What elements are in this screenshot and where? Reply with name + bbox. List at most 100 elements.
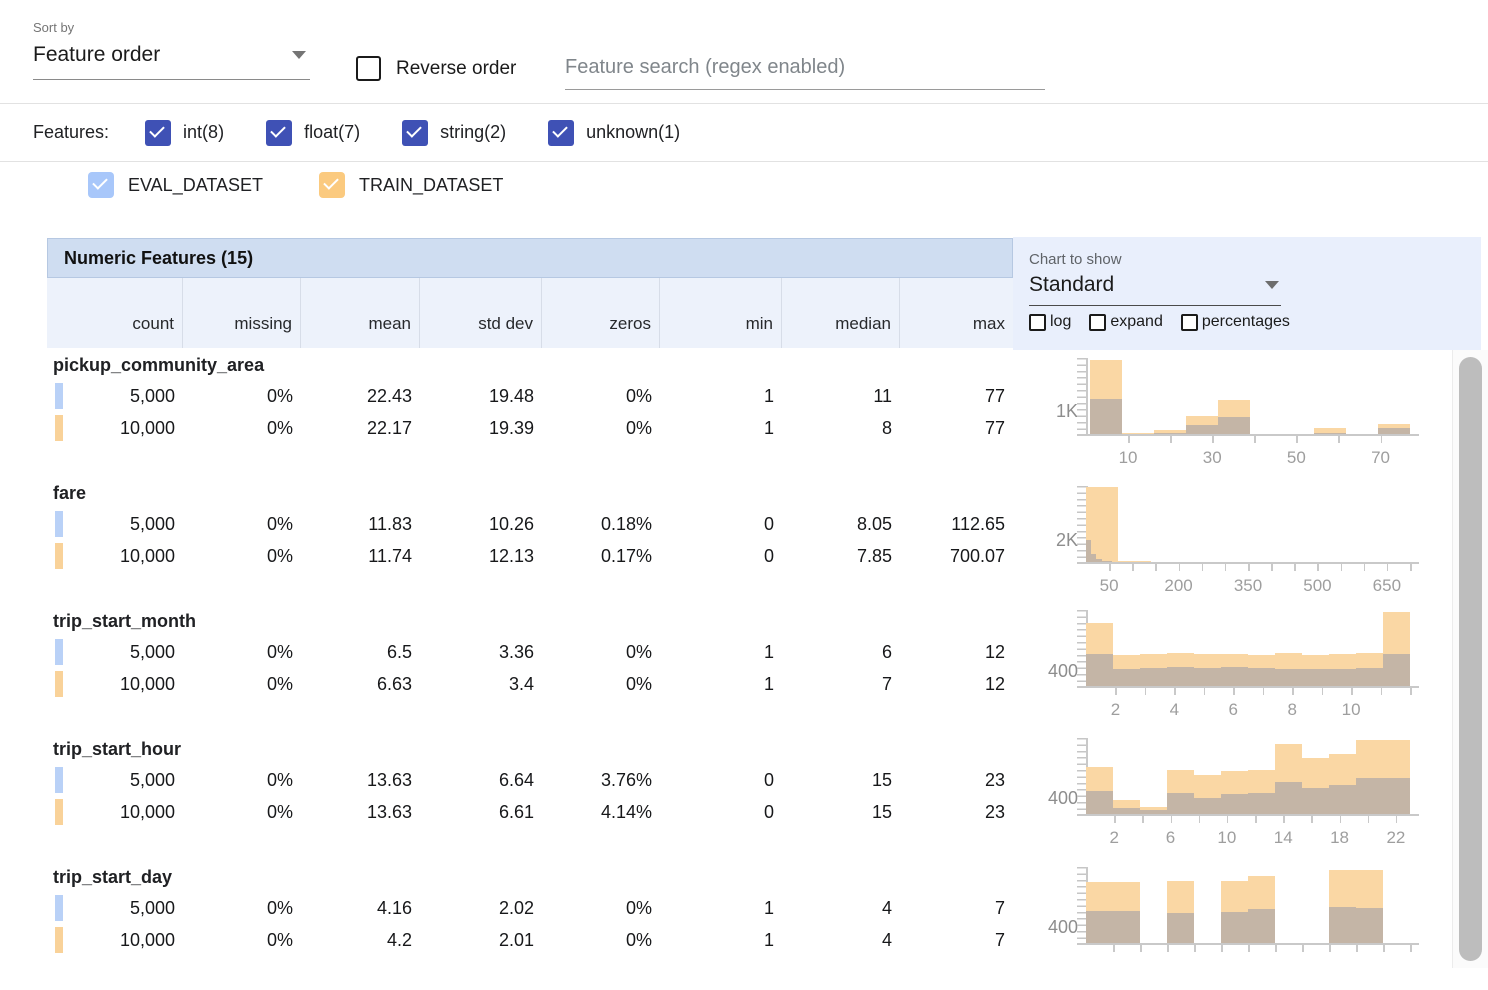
chart-option-log[interactable]: log [1029, 313, 1071, 331]
stat-cell: 1 [660, 668, 782, 700]
stat-cell: 23 [900, 796, 1013, 828]
x-tick-label: 30 [1180, 448, 1244, 468]
stat-cell: 7 [900, 924, 1013, 956]
feature-type-filter-unknown[interactable]: unknown(1) [548, 120, 680, 146]
histogram-bar-eval_dataset [1090, 399, 1122, 434]
x-tick-label: 2 [1083, 700, 1147, 720]
sort-by-label: Sort by [33, 20, 310, 35]
histogram-bar-eval_dataset [1194, 798, 1221, 814]
filter-label: unknown(1) [586, 122, 680, 143]
stat-cell: 5,000 [47, 508, 183, 540]
stat-cell: 19.48 [420, 380, 542, 412]
chart-option-percentages[interactable]: percentages [1181, 313, 1290, 331]
x-tick-label: 18 [1308, 828, 1372, 848]
feature-type-filter-int[interactable]: int(8) [145, 120, 224, 146]
stat-cell: 0% [183, 764, 301, 796]
histogram-bar-eval_dataset [1221, 667, 1248, 686]
x-tick-label: 22 [1364, 828, 1428, 848]
column-header-std-dev: std dev [420, 278, 542, 348]
stat-cell: 0 [660, 540, 782, 572]
dataset-swatch [55, 767, 63, 793]
scrollbar-track[interactable] [1452, 350, 1488, 968]
histogram-bar-eval_dataset [1356, 668, 1383, 686]
histogram-bar-eval_dataset [1140, 668, 1167, 686]
stat-cell: 7 [900, 892, 1013, 924]
dataset-swatch [55, 511, 63, 537]
checkbox-checked-icon[interactable] [402, 120, 428, 146]
column-header-median: median [782, 278, 900, 348]
checkbox-unchecked-icon[interactable] [1181, 314, 1198, 331]
stat-cell: 6 [782, 636, 900, 668]
stat-cell: 8.05 [782, 508, 900, 540]
chart-option-label: percentages [1202, 313, 1290, 331]
stat-cell: 11.74 [301, 540, 420, 572]
stat-cell: 6.63 [301, 668, 420, 700]
chart-option-label: expand [1110, 313, 1163, 331]
stat-cell: 1 [660, 380, 782, 412]
stat-cell: 0% [542, 380, 660, 412]
stat-cell: 0% [183, 540, 301, 572]
stat-cell: 15 [782, 764, 900, 796]
dataset-swatch [55, 895, 63, 921]
stat-cell: 0% [183, 636, 301, 668]
y-axis-label: 400 [1020, 788, 1078, 808]
checkbox-checked-icon[interactable] [548, 120, 574, 146]
stat-cell: 0% [542, 668, 660, 700]
checkbox-unchecked-icon[interactable] [1089, 314, 1106, 331]
histogram-bar-eval_dataset [1248, 793, 1275, 814]
stat-cell: 4 [782, 892, 900, 924]
stat-cell: 0% [183, 892, 301, 924]
stat-cell: 112.65 [900, 508, 1013, 540]
stat-cell: 11.83 [301, 508, 420, 540]
dataset-label: EVAL_DATASET [128, 175, 263, 196]
x-tick-label: 2 [1082, 828, 1146, 848]
histogram-bar-eval_dataset [1383, 778, 1410, 814]
reverse-order-checkbox[interactable]: Reverse order [356, 56, 516, 81]
histogram-bar-eval_dataset [1086, 911, 1113, 943]
x-tick-label: 6 [1201, 700, 1265, 720]
feature-type-filter-string[interactable]: string(2) [402, 120, 506, 146]
numeric-features-header: Numeric Features (15) [47, 238, 1013, 278]
dataset-swatch [55, 639, 63, 665]
feature-search-input[interactable]: Feature search (regex enabled) [565, 56, 1045, 90]
chart-option-expand[interactable]: expand [1089, 313, 1163, 331]
column-header-count: count [47, 278, 183, 348]
chart-type-select[interactable]: Standard [1029, 268, 1281, 306]
dataset-swatch [55, 671, 63, 697]
histogram-bar-eval_dataset [1167, 793, 1194, 814]
stat-cell: 19.39 [420, 412, 542, 444]
dataset-toggle-train_dataset[interactable]: TRAIN_DATASET [319, 172, 503, 198]
histogram-bar-eval_dataset [1113, 911, 1140, 943]
stat-cell: 1 [660, 924, 782, 956]
histogram-bar-eval_dataset [1086, 654, 1113, 686]
checkbox-checked-icon[interactable] [266, 120, 292, 146]
histogram-bar-eval_dataset [1218, 417, 1250, 434]
x-tick-label: 50 [1077, 576, 1141, 596]
stat-cell: 0 [660, 764, 782, 796]
sort-by-select[interactable]: Sort by Feature order [33, 20, 310, 80]
scrollbar-thumb[interactable] [1459, 357, 1482, 961]
checkbox-checked-icon[interactable] [145, 120, 171, 146]
feature-type-filter-float[interactable]: float(7) [266, 120, 360, 146]
stat-cell: 1 [660, 412, 782, 444]
checkbox-unchecked-icon[interactable] [356, 56, 381, 81]
reverse-order-label: Reverse order [396, 58, 516, 80]
checkbox-unchecked-icon[interactable] [1029, 314, 1046, 331]
checkbox-checked-icon[interactable] [319, 172, 345, 198]
x-tick-label: 10 [1319, 700, 1383, 720]
toolbar: Sort by Feature order Reverse order Feat… [0, 0, 1488, 104]
dataset-toggle-eval_dataset[interactable]: EVAL_DATASET [88, 172, 263, 198]
histogram-bar-eval_dataset [1383, 654, 1410, 686]
feature-name: trip_start_month [47, 606, 1013, 636]
stat-cell: 10.26 [420, 508, 542, 540]
stat-cell: 77 [900, 412, 1013, 444]
checkbox-checked-icon[interactable] [88, 172, 114, 198]
histogram-bar-eval_dataset [1221, 912, 1248, 943]
